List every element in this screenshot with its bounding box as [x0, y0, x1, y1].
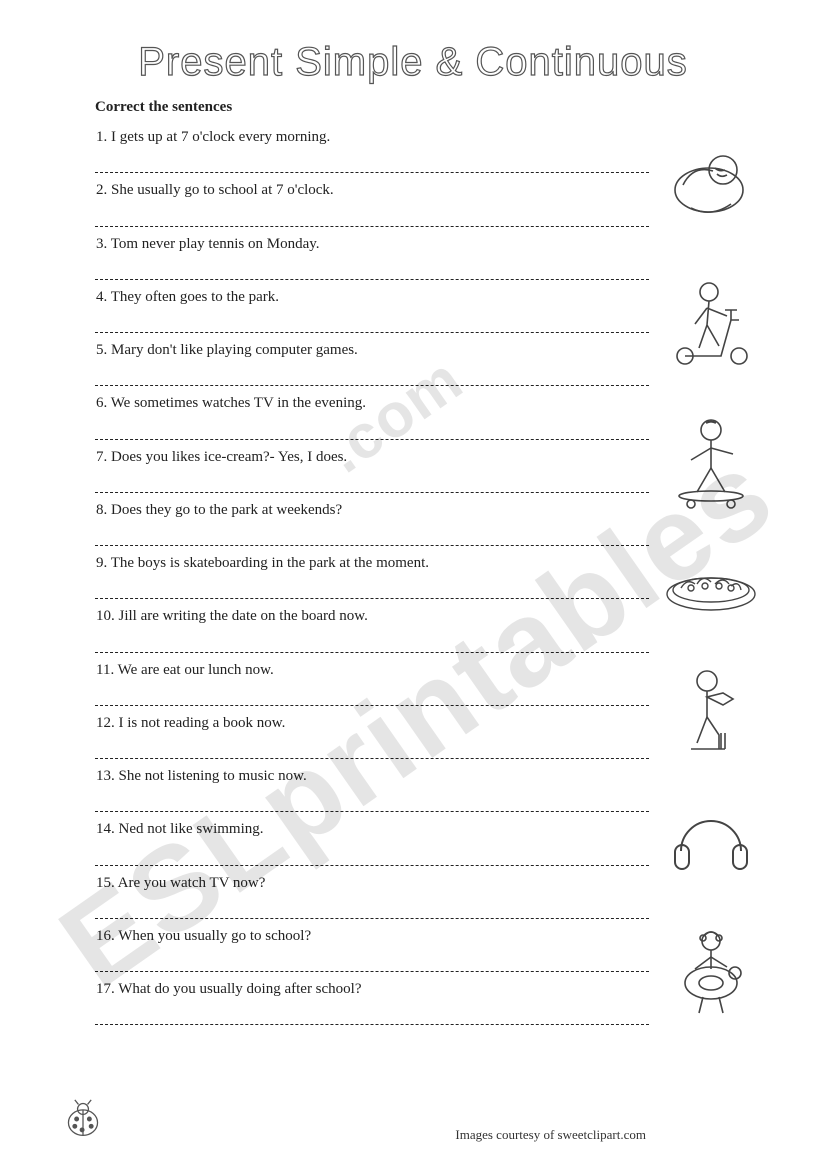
- question-text: 14. Ned not like swimming.: [95, 818, 649, 841]
- question-text: 2. She usually go to school at 7 o'clock…: [95, 179, 649, 202]
- question-text: 16. When you usually go to school?: [95, 925, 649, 948]
- question-item: 7. Does you likes ice-cream?- Yes, I doe…: [95, 446, 649, 493]
- answer-line[interactable]: [95, 790, 649, 812]
- answer-line[interactable]: [95, 950, 649, 972]
- question-text: 12. I is not reading a book now.: [95, 712, 649, 735]
- question-item: 13. She not listening to music now.: [95, 765, 649, 812]
- answer-line[interactable]: [95, 737, 649, 759]
- reading-child-icon: [661, 661, 761, 761]
- answer-line[interactable]: [95, 205, 649, 227]
- question-text: 13. She not listening to music now.: [95, 765, 649, 788]
- question-item: 5. Mary don't like playing computer game…: [95, 339, 649, 386]
- question-text: 10. Jill are writing the date on the boa…: [95, 605, 649, 628]
- worksheet-page: Present Simple & Continuous Correct the …: [0, 0, 826, 1051]
- instruction-text: Correct the sentences: [95, 99, 771, 116]
- sleeping-child-icon: [661, 130, 761, 230]
- question-text: 5. Mary don't like playing computer game…: [95, 339, 649, 362]
- skateboard-child-icon: [661, 410, 761, 510]
- answer-line[interactable]: [95, 1003, 649, 1025]
- question-text: 7. Does you likes ice-cream?- Yes, I doe…: [95, 446, 649, 469]
- question-item: 10. Jill are writing the date on the boa…: [95, 605, 649, 652]
- question-text: 4. They often goes to the park.: [95, 286, 649, 309]
- answer-line[interactable]: [95, 311, 649, 333]
- question-item: 16. When you usually go to school?: [95, 925, 649, 972]
- questions-list: 1. I gets up at 7 o'clock every morning.…: [95, 126, 649, 1031]
- ladybug-icon: [60, 1099, 106, 1143]
- question-text: 6. We sometimes watches TV in the evenin…: [95, 392, 649, 415]
- answer-line[interactable]: [95, 897, 649, 919]
- scooter-child-icon: [661, 270, 761, 370]
- question-item: 6. We sometimes watches TV in the evenin…: [95, 392, 649, 439]
- question-item: 3. Tom never play tennis on Monday.: [95, 233, 649, 280]
- question-item: 15. Are you watch TV now?: [95, 872, 649, 919]
- question-item: 1. I gets up at 7 o'clock every morning.: [95, 126, 649, 173]
- question-item: 11. We are eat our lunch now.: [95, 659, 649, 706]
- footer: Images courtesy of sweetclipart.com: [60, 1099, 766, 1143]
- question-text: 17. What do you usually doing after scho…: [95, 978, 649, 1001]
- answer-line[interactable]: [95, 844, 649, 866]
- answer-line[interactable]: [95, 364, 649, 386]
- image-credits: Images courtesy of sweetclipart.com: [455, 1127, 766, 1143]
- answer-line[interactable]: [95, 418, 649, 440]
- answer-line[interactable]: [95, 524, 649, 546]
- answer-line[interactable]: [95, 684, 649, 706]
- answer-line[interactable]: [95, 631, 649, 653]
- question-item: 17. What do you usually doing after scho…: [95, 978, 649, 1025]
- question-text: 1. I gets up at 7 o'clock every morning.: [95, 126, 649, 149]
- content-row: 1. I gets up at 7 o'clock every morning.…: [95, 126, 771, 1031]
- question-text: 15. Are you watch TV now?: [95, 872, 649, 895]
- question-item: 12. I is not reading a book now.: [95, 712, 649, 759]
- question-item: 8. Does they go to the park at weekends?: [95, 499, 649, 546]
- answer-line[interactable]: [95, 471, 649, 493]
- question-item: 2. She usually go to school at 7 o'clock…: [95, 179, 649, 226]
- answer-line[interactable]: [95, 577, 649, 599]
- question-text: 9. The boys is skateboarding in the park…: [95, 552, 649, 575]
- answer-line[interactable]: [95, 151, 649, 173]
- question-text: 11. We are eat our lunch now.: [95, 659, 649, 682]
- headphones-icon: [661, 801, 761, 881]
- question-text: 3. Tom never play tennis on Monday.: [95, 233, 649, 256]
- clipart-column: [661, 126, 771, 1031]
- question-item: 4. They often goes to the park.: [95, 286, 649, 333]
- question-text: 8. Does they go to the park at weekends?: [95, 499, 649, 522]
- swim-ring-child-icon: [661, 921, 761, 1021]
- question-item: 14. Ned not like swimming.: [95, 818, 649, 865]
- salad-plate-icon: [661, 551, 761, 621]
- page-title: Present Simple & Continuous: [55, 40, 771, 85]
- question-item: 9. The boys is skateboarding in the park…: [95, 552, 649, 599]
- answer-line[interactable]: [95, 258, 649, 280]
